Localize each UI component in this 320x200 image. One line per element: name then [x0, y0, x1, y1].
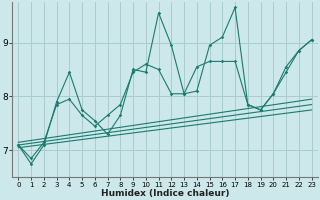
X-axis label: Humidex (Indice chaleur): Humidex (Indice chaleur) [101, 189, 229, 198]
